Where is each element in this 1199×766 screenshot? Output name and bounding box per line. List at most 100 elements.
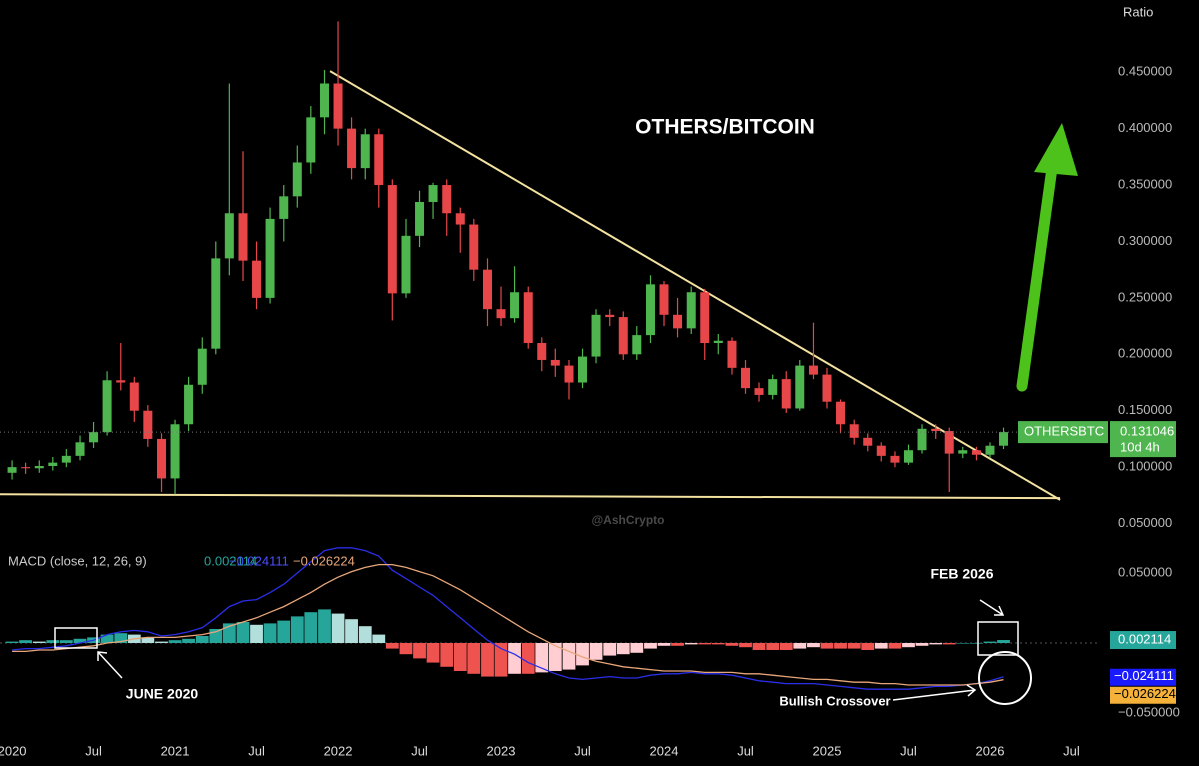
candle-body [917, 428, 927, 451]
candle-body [455, 213, 465, 225]
y-tick-label: 0.200000 [1118, 346, 1172, 361]
histogram-bar [983, 641, 997, 643]
axis-value: −0.026224 [1114, 686, 1176, 701]
histogram-bar [399, 642, 413, 655]
histogram-bar [874, 642, 888, 649]
candle-body [890, 455, 900, 463]
histogram-bar [100, 634, 114, 643]
histogram-bar [861, 642, 875, 650]
price-tag-symbol [1018, 421, 1108, 444]
candle-body [333, 83, 343, 129]
histogram-bar [902, 642, 915, 648]
histogram-bar [548, 642, 562, 671]
chart-title: OTHERS/BITCOIN [635, 116, 815, 139]
histogram-bar [5, 641, 19, 643]
candle-body [48, 462, 58, 467]
histogram-bar [413, 642, 426, 659]
price-tag-countdown: 10d 4h [1120, 440, 1160, 455]
candle-body [496, 309, 506, 319]
histogram-bar [494, 642, 508, 677]
pointer-arrows [97, 599, 1005, 701]
histogram-bar [888, 642, 902, 649]
y-tick-label: 0.050000 [1118, 515, 1172, 530]
candle-body [510, 292, 520, 319]
candle-body [143, 410, 153, 439]
candle-body [632, 335, 642, 355]
candle-body [605, 314, 615, 318]
y-tick-label: 0.250000 [1118, 289, 1172, 304]
candle-body [252, 260, 262, 298]
histogram-bar [440, 642, 454, 667]
candle-body [645, 284, 655, 336]
x-tick-label: 2020 [0, 743, 27, 758]
histogram-bar [426, 642, 440, 663]
price-tag-symbol-text: OTHERSBTC [1024, 424, 1104, 439]
histogram-bar [671, 642, 684, 646]
candle-body [374, 134, 384, 186]
histogram-bar [657, 642, 671, 646]
candle-body [999, 432, 1009, 446]
x-tick-label: Jul [574, 743, 591, 758]
histogram-bar [807, 642, 820, 648]
histogram-bar [970, 642, 983, 644]
candle-body [320, 83, 330, 118]
candle-body [971, 450, 981, 455]
annotation: Bullish Crossover [779, 693, 890, 708]
x-tick-label: Jul [900, 743, 917, 758]
histogram-bar [535, 642, 549, 673]
candle-body [238, 213, 248, 261]
arrow-head [1034, 123, 1078, 176]
candle-body [428, 185, 438, 202]
histogram-bar [576, 642, 589, 666]
y-tick-label: 0.350000 [1118, 176, 1172, 191]
histogram-bar [250, 624, 263, 643]
candle-body [129, 382, 139, 411]
candle-body [116, 380, 126, 383]
histogram-bar [345, 619, 358, 643]
candle-body [876, 445, 886, 456]
candle-body [849, 424, 859, 438]
candle-body [808, 365, 818, 375]
highlight-circle [978, 651, 1032, 705]
x-tick-label: 2025 [813, 743, 842, 758]
axis-value-box [1110, 668, 1176, 686]
histogram-bar [385, 642, 399, 649]
candle-body [7, 467, 17, 473]
price-tag [1110, 421, 1176, 458]
histogram-bar [630, 642, 644, 653]
histogram-bar [725, 642, 739, 646]
pointer-arrow [97, 651, 123, 679]
y-tick-label: 0.050000 [1118, 564, 1172, 579]
candle-body [224, 213, 234, 259]
axis-value: 0.002114 [1118, 631, 1171, 646]
candle-body [21, 467, 31, 469]
candle-body [781, 379, 791, 409]
histogram-bar [195, 635, 209, 643]
y-tick-label: 0.100000 [1118, 459, 1172, 474]
annotation: FEB 2026 [930, 566, 993, 582]
candle-body [360, 134, 370, 169]
histogram-bar [32, 641, 46, 643]
histogram-bar [562, 642, 576, 670]
candle-body [741, 367, 751, 389]
watermark: @AshCrypto [591, 513, 664, 527]
annotation: JUNE 2020 [126, 686, 199, 702]
histogram-bar [277, 620, 291, 643]
histogram-bar [752, 642, 766, 650]
candle-body [211, 258, 221, 349]
histogram-bar [739, 642, 752, 648]
histogram-bar [263, 623, 277, 643]
highlight-box [54, 627, 98, 649]
up-arrow [1016, 123, 1078, 392]
candle-body [523, 292, 533, 344]
histogram-bar [779, 642, 793, 650]
histogram-bar [59, 640, 73, 643]
candle-body [265, 218, 275, 298]
histogram-bar [358, 626, 372, 643]
y-tick-label: 0.150000 [1118, 402, 1172, 417]
y-tick-label: −0.050000 [1118, 704, 1180, 719]
histogram-bar [508, 642, 521, 674]
x-tick-label: Jul [411, 743, 428, 758]
candle-body [387, 185, 397, 294]
price-pane [0, 21, 1061, 501]
